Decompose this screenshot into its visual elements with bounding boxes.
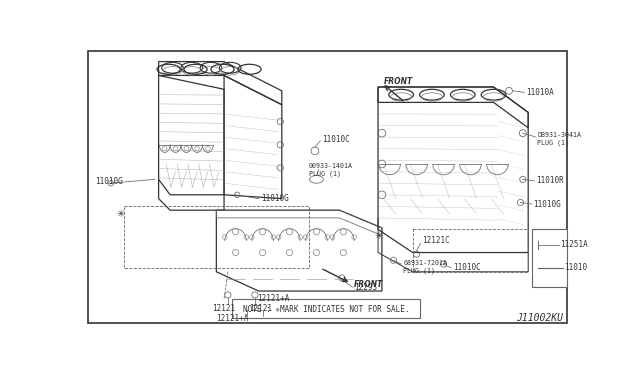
Text: 12293: 12293 <box>354 283 378 292</box>
Text: 12121+A: 12121+A <box>216 314 249 323</box>
Text: 12121C: 12121C <box>422 237 450 246</box>
Bar <box>124 206 308 268</box>
Text: PLUG (1): PLUG (1) <box>538 140 570 147</box>
Text: PLUG (1): PLUG (1) <box>403 267 435 273</box>
Text: 12121: 12121 <box>212 304 236 313</box>
Text: 11010G: 11010G <box>95 177 124 186</box>
Bar <box>232 299 420 318</box>
Text: 11010C: 11010C <box>322 135 349 144</box>
Text: FRONT: FRONT <box>384 77 413 86</box>
Bar <box>413 230 528 272</box>
Text: 08931-7201A: 08931-7201A <box>403 260 447 266</box>
Text: 12121: 12121 <box>250 304 273 313</box>
Text: 12121+A: 12121+A <box>257 294 289 303</box>
Text: DB931-3041A: DB931-3041A <box>538 132 582 138</box>
Text: J11002KU: J11002KU <box>516 313 563 323</box>
Text: PLUG (1): PLUG (1) <box>308 171 340 177</box>
Text: 11010G: 11010G <box>261 194 289 203</box>
Text: 11251A: 11251A <box>561 240 588 249</box>
Text: ✳: ✳ <box>116 209 124 219</box>
Text: 11010C: 11010C <box>452 263 481 272</box>
Text: 11010A: 11010A <box>526 88 554 97</box>
Text: ✳: ✳ <box>374 231 382 241</box>
Text: FRONT: FRONT <box>353 280 383 289</box>
Bar <box>532 230 566 287</box>
Text: 11010R: 11010R <box>536 176 564 185</box>
Text: 11010G: 11010G <box>534 199 561 209</box>
Text: 11010: 11010 <box>564 263 588 272</box>
Text: NOTE : ✳MARK INDICATES NOT FOR SALE.: NOTE : ✳MARK INDICATES NOT FOR SALE. <box>243 305 410 314</box>
Text: 00933-1401A: 00933-1401A <box>308 163 353 169</box>
